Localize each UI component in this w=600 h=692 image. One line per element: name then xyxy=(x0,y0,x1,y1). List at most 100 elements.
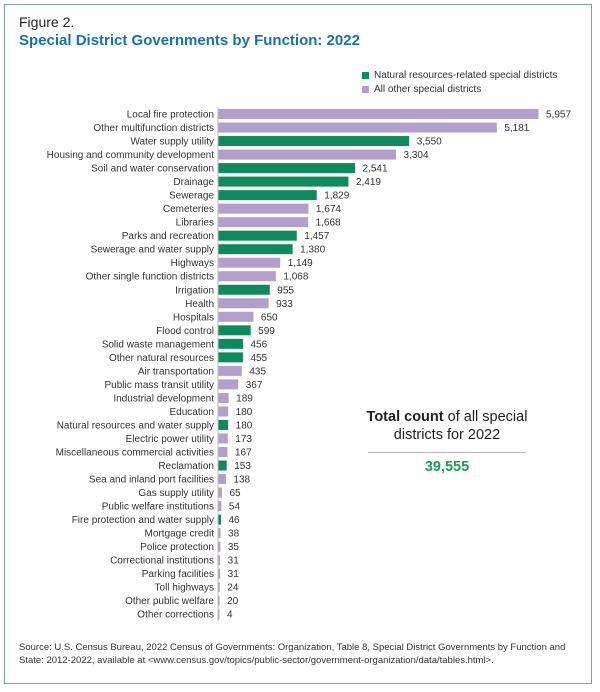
value-label-16: 599 xyxy=(258,326,275,337)
category-label-28: Gas supply utility xyxy=(138,488,214,499)
value-label-8: 1,668 xyxy=(316,218,341,229)
bar-27 xyxy=(218,474,226,485)
value-label-6: 1,829 xyxy=(324,191,349,202)
value-label-22: 180 xyxy=(236,407,253,418)
value-label-34: 31 xyxy=(228,569,240,580)
category-label-15: Hospitals xyxy=(173,312,214,323)
bar-13 xyxy=(218,284,270,295)
category-label-5: Drainage xyxy=(173,177,214,188)
total-label-bold: Total count xyxy=(366,409,444,425)
value-label-2: 3,550 xyxy=(417,137,442,148)
bar-17 xyxy=(218,338,243,349)
bar-5 xyxy=(218,176,349,187)
value-label-1: 5,181 xyxy=(504,123,529,134)
category-label-31: Mortgage credit xyxy=(145,529,215,540)
value-label-29: 54 xyxy=(229,502,241,513)
category-label-11: Highways xyxy=(171,258,214,269)
bar-0 xyxy=(218,109,539,119)
bar-15 xyxy=(218,311,254,322)
category-label-30: Fire protection and water supply xyxy=(72,515,214,526)
legend-item-natural: Natural resources-related special distri… xyxy=(362,68,557,82)
legend-swatch-natural xyxy=(362,71,369,79)
value-label-5: 2,419 xyxy=(356,177,381,188)
bar-4 xyxy=(218,163,355,174)
value-label-32: 35 xyxy=(228,542,240,553)
category-label-9: Parks and recreation xyxy=(122,231,214,242)
value-label-33: 31 xyxy=(228,556,240,567)
bar-8 xyxy=(218,217,309,228)
category-label-2: Water supply utility xyxy=(130,137,214,148)
bar-36 xyxy=(218,595,220,606)
category-label-26: Reclamation xyxy=(158,461,214,472)
bar-7 xyxy=(218,203,309,214)
value-label-20: 367 xyxy=(246,380,263,391)
source-note: Source: U.S. Census Bureau, 2022 Census … xyxy=(19,642,566,666)
category-label-27: Sea and inland port facilities xyxy=(89,475,214,486)
bar-26 xyxy=(218,460,227,471)
value-label-18: 455 xyxy=(250,353,267,364)
bar-22 xyxy=(218,406,229,417)
total-label: Total count of all special districts for… xyxy=(362,408,532,444)
total-value: 39,555 xyxy=(424,459,470,475)
value-label-10: 1,380 xyxy=(300,245,325,256)
category-label-37: Other corrections xyxy=(137,610,214,621)
legend-item-other: All other special districts xyxy=(362,82,557,96)
bar-6 xyxy=(218,190,317,201)
value-label-3: 3,304 xyxy=(403,150,428,161)
category-label-21: Industrial development xyxy=(113,393,214,404)
category-label-12: Other single function districts xyxy=(86,272,214,283)
bar-32 xyxy=(218,541,221,552)
value-label-12: 1,068 xyxy=(283,272,308,283)
bar-33 xyxy=(218,555,221,566)
bar-37 xyxy=(218,609,220,620)
category-label-24: Electric power utility xyxy=(126,434,214,445)
value-label-30: 46 xyxy=(228,515,240,526)
bar-24 xyxy=(218,433,228,444)
legend: Natural resources-related special distri… xyxy=(362,68,557,96)
bar-35 xyxy=(218,582,220,593)
category-label-1: Other multifunction districts xyxy=(93,123,214,134)
category-label-14: Health xyxy=(185,299,214,310)
category-label-8: Libraries xyxy=(176,218,214,229)
value-label-13: 955 xyxy=(277,285,294,296)
total-divider xyxy=(368,452,526,453)
bar-21 xyxy=(218,392,229,403)
category-label-10: Sewerage and water supply xyxy=(91,245,214,256)
category-label-25: Miscellaneous commercial activities xyxy=(56,448,214,459)
category-label-6: Sewerage xyxy=(169,191,214,202)
bar-2 xyxy=(218,136,410,147)
value-label-4: 2,541 xyxy=(362,164,387,175)
value-label-14: 933 xyxy=(276,299,293,310)
value-label-28: 65 xyxy=(229,488,241,499)
value-label-11: 1,149 xyxy=(288,258,313,269)
total-callout: Total count of all special districts for… xyxy=(362,408,532,475)
value-label-24: 173 xyxy=(235,434,252,445)
bar-34 xyxy=(218,568,221,579)
value-label-23: 180 xyxy=(236,420,253,431)
category-label-0: Local fire protection xyxy=(127,110,214,121)
value-label-26: 153 xyxy=(234,461,251,472)
bar-9 xyxy=(218,230,297,241)
category-label-36: Other public welfare xyxy=(125,596,214,607)
value-label-17: 456 xyxy=(250,339,267,350)
value-label-0: 5,957 xyxy=(546,110,571,121)
value-label-25: 167 xyxy=(235,448,252,459)
category-label-22: Education xyxy=(170,407,214,418)
category-label-16: Flood control xyxy=(156,326,214,337)
value-label-36: 20 xyxy=(227,596,239,607)
figure-label: Figure 2. xyxy=(19,14,75,30)
value-label-21: 189 xyxy=(236,393,253,404)
bar-29 xyxy=(218,501,222,512)
category-label-3: Housing and community development xyxy=(47,150,215,161)
category-label-19: Air transportation xyxy=(138,366,214,377)
category-label-17: Solid waste management xyxy=(102,339,215,350)
bar-23 xyxy=(218,419,229,430)
category-label-35: Toll highways xyxy=(155,583,214,594)
bar-20 xyxy=(218,379,239,390)
total-label-rest: of all special districts for 2022 xyxy=(393,409,528,443)
category-label-32: Police protection xyxy=(140,542,214,553)
value-label-7: 1,674 xyxy=(316,204,341,215)
category-label-33: Correctional institutions xyxy=(110,556,214,567)
value-label-19: 435 xyxy=(249,366,266,377)
